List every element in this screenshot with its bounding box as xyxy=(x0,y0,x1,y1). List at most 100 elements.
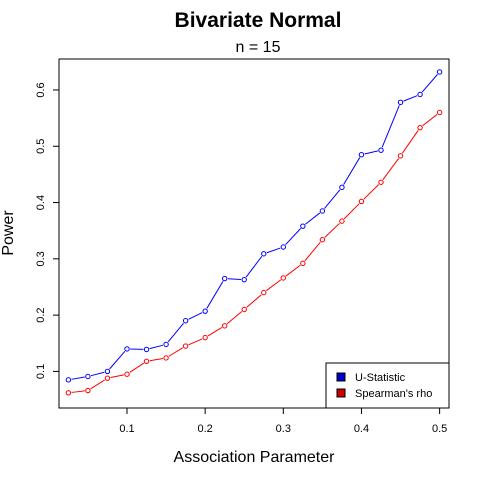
data-point xyxy=(202,308,208,314)
data-point xyxy=(339,184,345,191)
data-point xyxy=(436,109,443,116)
data-point xyxy=(280,244,287,250)
data-point xyxy=(143,358,150,364)
data-point xyxy=(378,147,384,153)
x-tick-label: 0.4 xyxy=(354,423,369,435)
series-segment xyxy=(381,105,400,148)
data-point xyxy=(241,306,247,313)
data-point xyxy=(417,91,423,98)
series-segment xyxy=(324,222,340,238)
series-segment xyxy=(149,344,164,350)
legend-label-u-statistic: U-Statistic xyxy=(355,372,406,384)
data-point xyxy=(182,343,189,349)
series-1 xyxy=(65,109,443,396)
data-point xyxy=(358,198,365,205)
chart-subtitle: n = 15 xyxy=(236,39,281,56)
series-segment xyxy=(401,130,419,154)
legend-box xyxy=(325,362,450,409)
data-point xyxy=(397,99,404,106)
y-tick-label: 0.2 xyxy=(35,307,47,322)
data-point xyxy=(182,318,189,324)
data-point xyxy=(261,251,267,257)
chart-title: Bivariate Normal xyxy=(175,9,342,32)
series-layer xyxy=(65,69,443,396)
data-point xyxy=(104,368,111,375)
series-segment xyxy=(71,376,85,380)
legend-swatch-u-statistic xyxy=(336,372,346,382)
x-tick-label: 0.5 xyxy=(432,423,447,435)
x-tick-label: 0.1 xyxy=(119,423,134,435)
series-segment xyxy=(226,311,243,325)
series-segment xyxy=(109,350,126,370)
series-segment xyxy=(422,114,438,127)
series-segment xyxy=(343,203,360,220)
data-point xyxy=(143,346,150,353)
series-segment xyxy=(90,371,105,377)
y-tick-label: 0.3 xyxy=(35,251,47,266)
series-segment xyxy=(167,322,184,343)
series-segment xyxy=(188,338,203,346)
data-point xyxy=(202,334,208,341)
series-segment xyxy=(285,228,302,246)
x-tick-label: 0.3 xyxy=(276,423,291,435)
series-segment xyxy=(206,281,224,309)
data-point xyxy=(221,323,228,329)
data-point xyxy=(65,377,72,383)
series-segment xyxy=(245,256,263,278)
series-segment xyxy=(363,184,380,200)
data-point xyxy=(319,236,326,243)
data-point xyxy=(241,276,247,283)
series-segment xyxy=(71,390,85,393)
y-tick-label: 0.5 xyxy=(35,139,47,154)
series-segment xyxy=(207,327,223,337)
data-point xyxy=(417,124,423,131)
series-segment xyxy=(324,189,341,209)
legend-label-spearmans-rho: Spearman's rho xyxy=(355,388,432,400)
series-segment xyxy=(266,247,281,254)
series-segment xyxy=(246,294,262,308)
series-segment xyxy=(266,279,282,292)
data-point xyxy=(104,375,111,381)
legend: U-Statistic Spearman's rho xyxy=(325,362,450,409)
x-tick-label: 0.2 xyxy=(198,423,213,435)
series-segment xyxy=(227,278,242,280)
data-point xyxy=(163,355,169,361)
data-point xyxy=(300,223,306,229)
series-segment xyxy=(421,74,438,93)
series-segment xyxy=(364,150,378,155)
data-point xyxy=(85,387,91,394)
y-tick-label: 0.4 xyxy=(35,195,47,210)
data-point xyxy=(397,153,404,159)
series-segment xyxy=(168,347,184,357)
series-segment xyxy=(129,362,145,373)
y-tick-label: 0.1 xyxy=(35,364,47,379)
y-tick-label: 0.6 xyxy=(35,82,47,97)
data-point xyxy=(124,371,130,377)
y-axis-label: Power xyxy=(0,210,17,256)
series-segment xyxy=(110,374,124,379)
y-axis: 0.1 0.2 0.3 0.4 0.5 0.6 xyxy=(35,82,59,379)
series-segment xyxy=(343,157,361,185)
series-segment xyxy=(403,95,418,102)
series-segment xyxy=(149,357,164,362)
data-point xyxy=(124,346,130,352)
data-point xyxy=(358,151,365,158)
data-point xyxy=(378,179,384,185)
data-point xyxy=(221,275,228,282)
data-point xyxy=(339,218,345,224)
data-point xyxy=(261,289,267,296)
series-segment xyxy=(305,212,321,225)
data-point xyxy=(65,390,72,396)
data-point xyxy=(163,341,169,348)
data-point xyxy=(85,373,91,380)
series-segment xyxy=(285,264,301,277)
series-0 xyxy=(65,69,443,383)
data-point xyxy=(300,260,306,267)
data-point xyxy=(319,208,326,214)
x-axis: 0.1 0.2 0.3 0.4 0.5 xyxy=(119,408,447,435)
plot-area-frame xyxy=(58,58,450,409)
series-segment xyxy=(382,158,400,180)
legend-swatch-spearmans-rho xyxy=(336,388,346,398)
series-segment xyxy=(90,379,106,390)
